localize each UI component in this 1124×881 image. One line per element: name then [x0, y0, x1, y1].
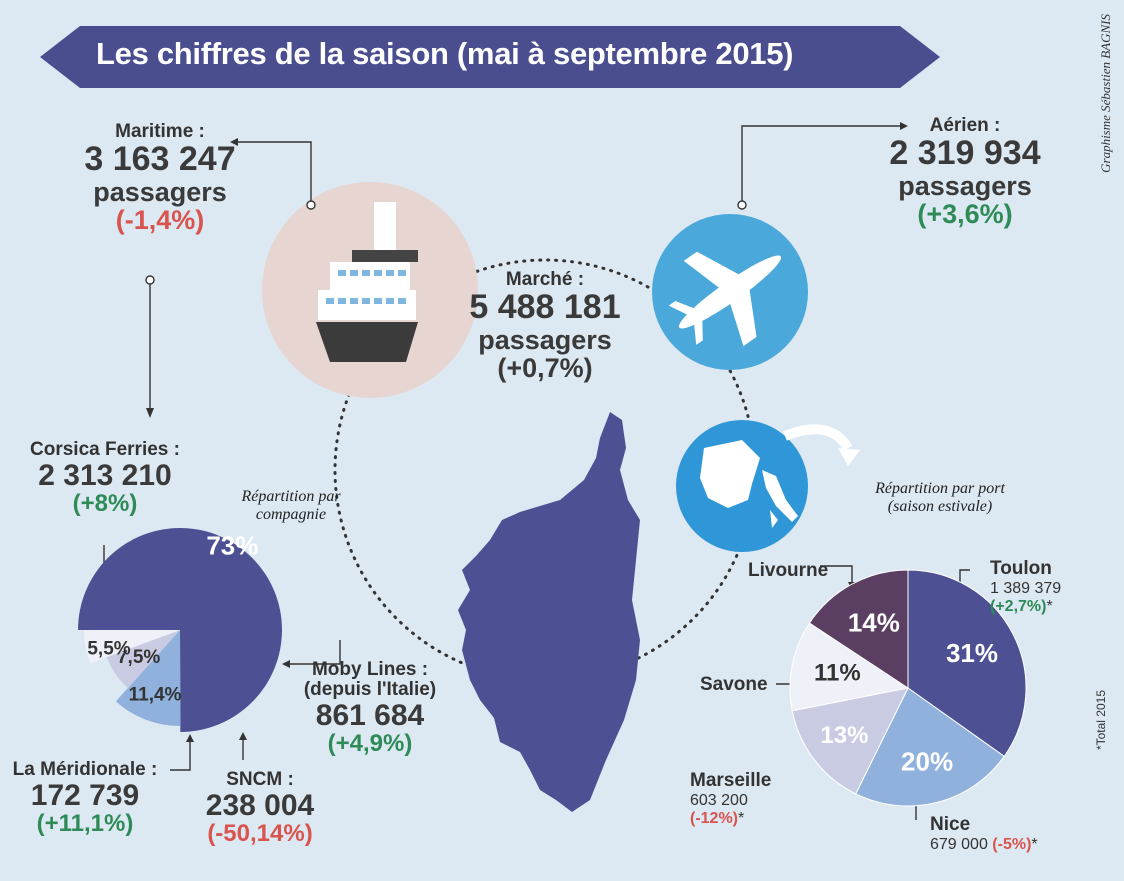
- meridionale-value: 172 739: [30, 778, 140, 812]
- port-savone-label: Savone: [700, 674, 768, 695]
- repartition-compagnie: Répartition par compagnie: [241, 488, 341, 523]
- port-nice: Nice 679 000 (-5%)*: [930, 814, 1090, 854]
- pie-slice-la-m-ridionale: [84, 630, 180, 664]
- sncm-block: SNCM : 238 004 (-50,14%): [180, 770, 340, 847]
- pie-label-marseille: 13%: [820, 722, 868, 749]
- curve-arrow: [783, 424, 853, 451]
- repartition-port-title: Répartition par port: [875, 480, 1005, 497]
- pie-label-toulon: 31%: [946, 638, 998, 668]
- meridionale-block: La Méridionale : 172 739 (+11,1%): [0, 760, 170, 837]
- pie-slice-livourne: [808, 569, 909, 689]
- corsica-island: [458, 412, 640, 812]
- port-marseille: Marseille 603 200 (-12%)*: [690, 770, 802, 829]
- repartition-port-subtitle: (saison estivale): [887, 498, 993, 515]
- port-toulon-value: 1 389 379: [990, 579, 1062, 597]
- maritime-label: Maritime :: [115, 121, 205, 142]
- port-marseille-change: (-12%): [690, 810, 739, 828]
- pie-label-livourne: 14%: [848, 607, 900, 637]
- maritime-change: (-1,4%): [115, 204, 205, 235]
- maritime-unit: passagers: [93, 176, 227, 207]
- pie-slice-sncm: [106, 630, 180, 689]
- port-marseille-value: 603 200: [690, 791, 748, 809]
- port-nice-value: 679 000: [930, 835, 988, 853]
- aerien-unit: passagers: [898, 170, 1032, 201]
- pie-slice-marseille: [791, 687, 909, 795]
- moby-value: 861 684: [315, 698, 425, 732]
- pie-label-sncm: 7,5%: [117, 647, 160, 668]
- ship-icon: [262, 182, 478, 398]
- pie-label-la-m-ridionale: 5,5%: [87, 638, 130, 659]
- pie-label-savone: 11%: [814, 659, 861, 686]
- moby-change: (+4,9%): [327, 730, 413, 758]
- marche-block: Marché : 5 488 181 passagers (+0,7%): [440, 269, 650, 383]
- moby-label: Moby Lines :: [311, 659, 429, 680]
- repartition-port: Répartition par port (saison estivale): [840, 480, 1040, 516]
- aerien-label: Aérien :: [929, 115, 1001, 136]
- meridionale-label: La Méridionale :: [12, 759, 158, 780]
- pie-slice-savone: [789, 622, 910, 712]
- port-toulon: Toulon 1 389 379 (+2,7%)*: [990, 558, 1095, 617]
- port-marseille-label: Marseille: [690, 770, 772, 791]
- marche-value: 5 488 181: [469, 287, 621, 326]
- pie-label-nice: 20%: [901, 747, 953, 777]
- aerien-value: 2 319 934: [889, 133, 1041, 172]
- plane-icon: [652, 214, 808, 370]
- pie-label-moby-lines: 11,4%: [129, 684, 182, 705]
- maritime-block: Maritime : 3 163 247 passagers (-1,4%): [60, 121, 260, 235]
- port-toulon-label: Toulon: [990, 558, 1052, 579]
- marche-change: (+0,7%): [497, 352, 593, 383]
- port-nice-star: *: [1031, 835, 1038, 853]
- corsica-change: (+8%): [72, 490, 138, 518]
- marche-label: Marché :: [505, 269, 585, 290]
- pie-label-corsica-ferries: 73%: [206, 530, 258, 560]
- sncm-value: 238 004: [205, 788, 315, 822]
- port-marseille-star: *: [738, 810, 745, 828]
- page-title: Les chiffres de la saison (mai à septemb…: [96, 36, 794, 71]
- moby-sublabel: (depuis l'Italie): [303, 678, 437, 700]
- maritime-value: 3 163 247: [84, 139, 236, 178]
- sncm-label: SNCM :: [226, 769, 294, 790]
- port-livourne-label: Livourne: [748, 560, 829, 581]
- sncm-change: (-50,14%): [207, 820, 313, 848]
- moby-block: Moby Lines : (depuis l'Italie) 861 684 (…: [280, 660, 460, 757]
- marche-unit: passagers: [478, 324, 612, 355]
- pie-slice-nice: [855, 687, 1005, 807]
- map-icon: [676, 420, 808, 552]
- port-nice-label: Nice: [930, 814, 971, 835]
- pie-slice-moby-lines: [115, 630, 181, 726]
- aerien-block: Aérien : 2 319 934 passagers (+3,6%): [860, 115, 1070, 229]
- corsica-label: Corsica Ferries :: [30, 439, 180, 460]
- corsica-block: Corsica Ferries : 2 313 210 (+8%): [10, 440, 200, 517]
- meridionale-change: (+11,1%): [36, 810, 134, 838]
- pie-slice-toulon: [907, 569, 1027, 758]
- port-nice-change: (-5%): [992, 835, 1032, 853]
- title-banner: [40, 26, 940, 88]
- pie-slice-corsica-ferries: [78, 527, 282, 732]
- corsica-value: 2 313 210: [38, 458, 172, 492]
- aerien-change: (+3,6%): [917, 198, 1013, 229]
- port-toulon-star: *: [1046, 598, 1053, 616]
- port-toulon-change: (+2,7%): [990, 598, 1047, 616]
